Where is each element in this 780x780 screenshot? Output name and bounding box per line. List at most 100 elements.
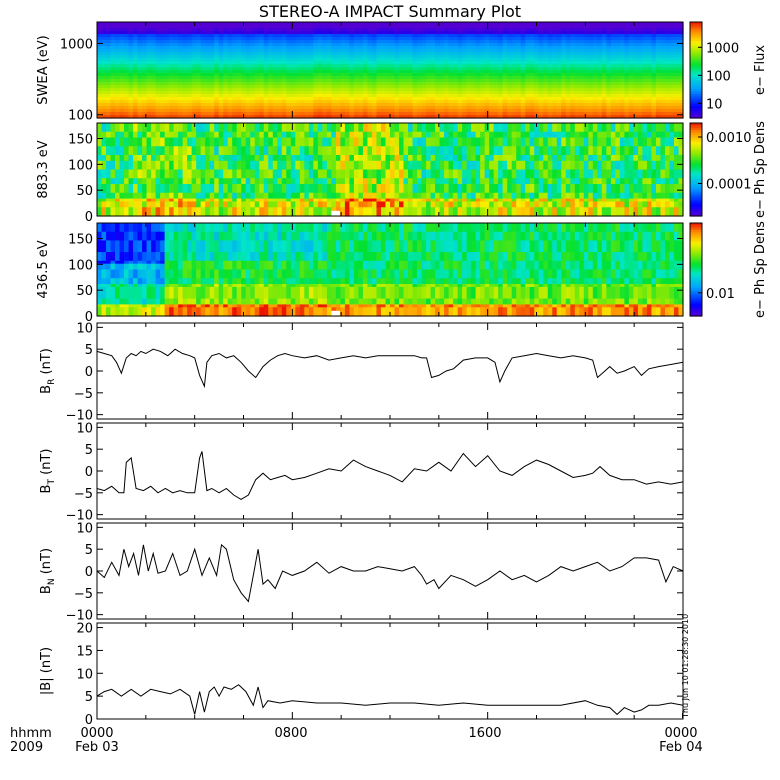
heatmap-cell [299, 37, 305, 41]
heatmap-cell [277, 76, 283, 80]
heatmap-cell [317, 94, 323, 98]
heatmap-cell [236, 49, 242, 53]
heatmap-cell [119, 82, 125, 86]
heatmap-cell [164, 55, 170, 59]
heatmap-cell [97, 58, 103, 62]
heatmap-cell [390, 43, 396, 47]
heatmap-cell [362, 82, 369, 86]
heatmap-cell [200, 79, 206, 83]
heatmap-cell [164, 94, 170, 98]
heatmap-cell [115, 49, 121, 53]
heatmap-cell [268, 70, 274, 74]
heatmap-cell [322, 73, 328, 77]
heatmap-cell [390, 79, 396, 83]
heatmap-cell [286, 52, 292, 56]
heatmap-cell [119, 25, 125, 29]
heatmap-cell [367, 64, 373, 68]
heatmap-cell [200, 103, 206, 107]
heatmap-cell [250, 94, 256, 98]
heatmap-cell [380, 64, 387, 68]
heatmap-cell [322, 115, 328, 119]
heatmap-cell [362, 31, 369, 35]
heatmap-cell [151, 91, 157, 95]
heatmap-cell [254, 64, 260, 68]
heatmap-cell [308, 73, 314, 77]
heatmap-cell [191, 49, 197, 53]
heatmap-cell [187, 109, 193, 113]
heatmap-cell [394, 82, 400, 86]
heatmap-cell [101, 112, 107, 116]
heatmap-cell [137, 94, 143, 98]
heatmap-cell [173, 25, 179, 29]
heatmap-cell [218, 94, 224, 98]
heatmap-cell [385, 25, 391, 29]
heatmap-cell [263, 79, 269, 83]
heatmap-cell [313, 52, 319, 56]
heatmap-cell [182, 61, 188, 65]
heatmap-cell [340, 103, 346, 107]
heatmap-cell [268, 85, 274, 89]
heatmap-cell [173, 109, 179, 113]
heatmap-cell [200, 70, 206, 74]
heatmap-cell [196, 67, 202, 71]
heatmap-cell [155, 58, 161, 62]
heatmap-cell [137, 73, 143, 77]
heatmap-cell [286, 106, 292, 110]
heatmap-cell [110, 106, 116, 110]
heatmap-cell [218, 55, 224, 59]
heatmap-cell [344, 112, 351, 116]
heatmap-cell [250, 40, 256, 44]
heatmap-cell [214, 115, 220, 119]
heatmap-cell [119, 58, 125, 62]
heatmap-cell [119, 73, 125, 77]
heatmap-cell [331, 100, 337, 104]
heatmap-cell [376, 106, 382, 110]
heatmap-cell [232, 103, 238, 107]
heatmap-cell [254, 106, 260, 110]
heatmap-cell [399, 52, 405, 56]
heatmap-cell [371, 58, 378, 62]
heatmap-cell [236, 112, 242, 116]
heatmap-cell [97, 73, 103, 77]
heatmap-cell [164, 79, 170, 83]
heatmap-cell [218, 34, 224, 38]
heatmap-cell [155, 64, 161, 68]
heatmap-cell [304, 40, 310, 44]
heatmap-cell [259, 37, 265, 41]
heatmap-cell [295, 55, 301, 59]
heatmap-cell [142, 109, 148, 113]
heatmap-cell [344, 70, 351, 74]
heatmap-cell [335, 88, 342, 92]
heatmap-cell [286, 76, 292, 80]
heatmap-cell [250, 100, 256, 104]
heatmap-cell [394, 49, 400, 53]
heatmap-cell [340, 100, 346, 104]
heatmap-cell [218, 112, 224, 116]
heatmap-cell [227, 79, 233, 83]
heatmap-cell [110, 43, 116, 47]
heatmap-cell [173, 88, 179, 92]
heatmap-cell [390, 115, 396, 119]
plot-title: STEREO-A IMPACT Summary Plot [259, 2, 521, 21]
heatmap-cell [272, 94, 278, 98]
heatmap-cell [308, 82, 314, 86]
heatmap-cell [295, 79, 301, 83]
heatmap-cell [295, 94, 301, 98]
heatmap-cell [353, 46, 360, 50]
heatmap-cell [164, 22, 170, 26]
heatmap-cell [133, 76, 139, 80]
heatmap-cell [272, 40, 278, 44]
heatmap-cell [390, 112, 396, 116]
heatmap-cell [191, 28, 197, 32]
heatmap-cell [146, 25, 152, 29]
heatmap-cell [349, 70, 355, 74]
heatmap-cell [205, 67, 211, 71]
heatmap-cell [191, 58, 197, 62]
heatmap-cell [124, 115, 130, 119]
heatmap-cell [281, 52, 287, 56]
heatmap-cell [371, 22, 378, 26]
heatmap-cell [128, 52, 134, 56]
heatmap-cell [286, 31, 292, 35]
heatmap-cell [408, 49, 414, 53]
heatmap-cell [326, 70, 332, 74]
